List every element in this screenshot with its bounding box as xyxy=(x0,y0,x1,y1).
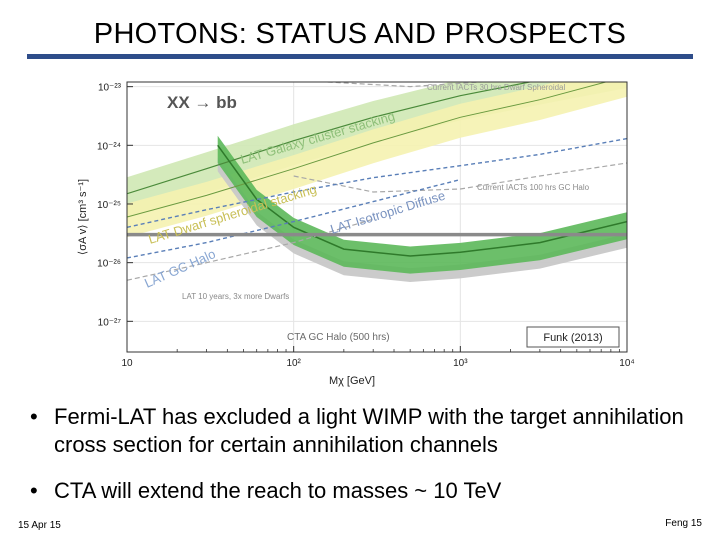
bullet-dot: • xyxy=(30,404,38,429)
lat-gc-halo-line xyxy=(127,178,461,259)
footer-page: Feng 15 xyxy=(665,518,702,529)
x-tick-label: 10⁴ xyxy=(619,358,634,369)
limits-chart: 10 10² 10³ 10⁴ 10⁻²³ 10⁻²⁴ 10⁻²⁵ 10⁻²⁶ 10⁻²⁷ Mχ [… xyxy=(77,81,635,387)
slide-title: PHOTONS: STATUS AND PROSPECTS xyxy=(93,18,627,50)
cta-gc-halo-500-hrs-label: CTA GC Halo (500 hrs) xyxy=(287,332,390,343)
dark-matter-limits-figure: 10 10² 10³ 10⁴ 10⁻²³ 10⁻²⁴ 10⁻²⁵ 10⁻²⁶ 10⁻²⁷ Mχ [… xyxy=(72,72,652,390)
cta-gc-halo-500-hrs-line xyxy=(217,144,627,257)
bullet-item: • Fermi-LAT has excluded a light WIMP wit… xyxy=(28,403,708,459)
x-axis-label: Mχ [GeV] xyxy=(329,375,375,387)
chart-title: XX → bb xyxy=(167,93,237,112)
x-tick-label: 10 xyxy=(121,358,133,369)
bullet-list: • Fermi-LAT has excluded a light WIMP wit… xyxy=(28,403,708,523)
y-axis-label: ⟨σA v⟩ [cm³ s⁻¹] xyxy=(77,179,89,255)
lat-10-years-3x-more-dwarfs-label: LAT 10 years, 3x more Dwarfs xyxy=(182,292,289,301)
source-box xyxy=(526,326,620,348)
bullet-text: Fermi-LAT has excluded a light WIMP with… xyxy=(54,404,684,457)
plot-frame xyxy=(126,81,628,353)
y-tick-label: 10⁻²⁵ xyxy=(97,200,121,211)
title-underline xyxy=(27,54,693,59)
y-tick-label: 10⁻²⁶ xyxy=(97,259,121,270)
current-iacts-100-hrs-gc-halo-line xyxy=(293,162,627,193)
source-label: Funk (2013) xyxy=(543,332,602,344)
lat-galaxy-cluster-stacking-line xyxy=(127,82,533,195)
y-tick-label: 10⁻²³ xyxy=(98,83,122,94)
x-tick-label: 10² xyxy=(286,358,301,369)
current-iacts-30-hrs-dwarf-spheroidal-line xyxy=(327,82,490,88)
y-tick-label: 10⁻²⁷ xyxy=(98,317,122,328)
bullet-text: CTA will extend the reach to masses ~ 10… xyxy=(54,478,502,503)
footer-date: 15 Apr 15 xyxy=(18,520,61,531)
x-tick-label: 10³ xyxy=(453,358,468,369)
current-iacts-100-hrs-gc-halo-label: Current IACTs 100 hrs GC Halo xyxy=(477,183,590,192)
y-tick-label: 10⁻²⁴ xyxy=(97,141,121,152)
current-iacts-30-hrs-dwarf-spheroidal-label: Current IACTs 30 hrs Dwarf Spheroidal xyxy=(427,83,566,92)
lat-dwarf-spheroidal-stacking-line xyxy=(127,82,608,218)
bullet-dot: • xyxy=(30,478,38,503)
bullet-item: • CTA will extend the reach to masses ~ 1… xyxy=(28,477,708,505)
lat-10-years-3x-more-dwarfs-line xyxy=(127,218,374,281)
